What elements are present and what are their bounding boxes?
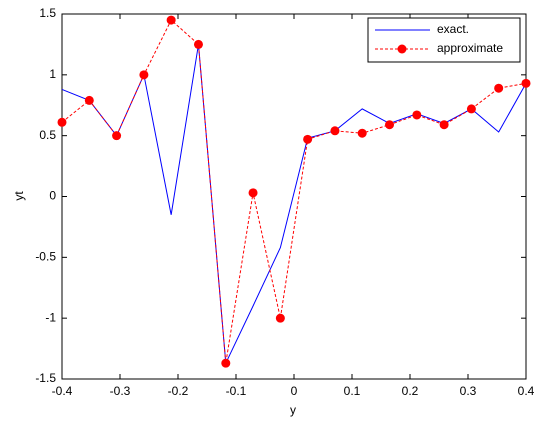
x-tick-label: 0.4 (518, 384, 535, 398)
data-point (412, 110, 422, 120)
x-tick-label: 0 (291, 384, 298, 398)
x-tick-label: 0.3 (460, 384, 477, 398)
y-tick-label: -1 (45, 310, 56, 324)
y-tick-label: 1.5 (39, 6, 56, 20)
data-point (139, 70, 149, 80)
legend-marker (397, 44, 407, 54)
data-point (166, 15, 176, 25)
data-point (466, 104, 476, 114)
legend-box (367, 17, 521, 63)
y-tick-label: -0.5 (35, 250, 56, 264)
y-tick-label: 0.5 (39, 128, 56, 142)
x-tick-label: 0.2 (402, 384, 419, 398)
x-tick-label: -0.3 (110, 384, 131, 398)
data-point (248, 188, 258, 198)
plot-area (61, 13, 527, 380)
y-tick-label: 0 (49, 189, 56, 203)
data-point (221, 358, 231, 368)
data-point (385, 120, 395, 130)
legend-label: exact. (437, 22, 469, 36)
y-axis-label: yt (12, 191, 26, 201)
x-tick-label: -0.4 (52, 384, 73, 398)
data-point (330, 126, 340, 136)
x-tick-label: -0.2 (168, 384, 189, 398)
data-point (439, 120, 449, 130)
y-tick-label: 1 (49, 67, 56, 81)
series-line (61, 19, 527, 364)
y-tick-label: -1.5 (35, 371, 56, 385)
x-axis-label: y (290, 403, 296, 417)
data-point (494, 83, 504, 93)
data-point (193, 39, 203, 49)
data-point (112, 131, 122, 141)
x-tick-label: 0.1 (344, 384, 361, 398)
legend-label: approximate (437, 41, 503, 55)
data-point (521, 78, 531, 88)
data-point (275, 313, 285, 323)
data-point (57, 117, 67, 127)
data-point (303, 134, 313, 144)
data-point (357, 128, 367, 138)
data-point (84, 95, 94, 105)
x-tick-label: -0.1 (226, 384, 247, 398)
